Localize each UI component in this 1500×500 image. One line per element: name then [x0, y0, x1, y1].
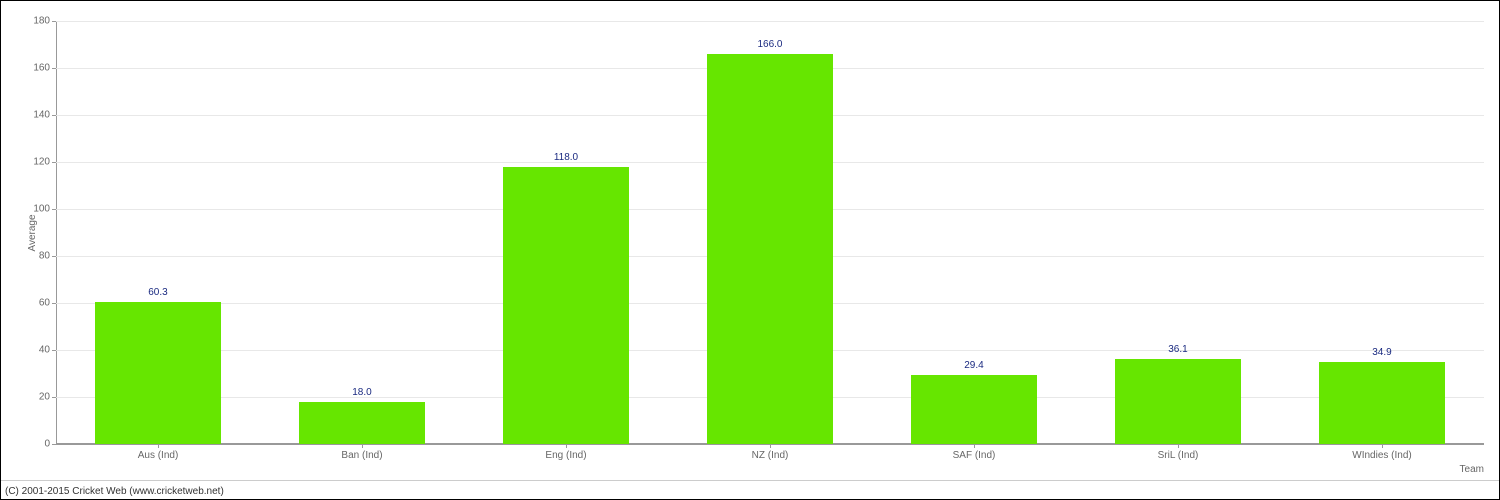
x-tick-label: SriL (Ind)	[1158, 450, 1199, 461]
copyright-text: (C) 2001-2015 Cricket Web (www.cricketwe…	[5, 486, 224, 497]
y-tick-label: 80	[39, 251, 50, 262]
y-tick-label: 40	[39, 345, 50, 356]
gridline	[56, 21, 1484, 22]
x-tick-label: Aus (Ind)	[138, 450, 179, 461]
bar-value-label: 166.0	[757, 39, 782, 50]
chart-container: Average Team 0 20 40 60 80 100 120 140 160 180 60.…	[0, 0, 1500, 500]
y-tick-label: 120	[33, 156, 50, 167]
bar: 29.4	[911, 375, 1037, 444]
y-tick-mark	[52, 162, 56, 163]
bar: 36.1	[1115, 359, 1241, 444]
y-tick-label: 60	[39, 297, 50, 308]
bar-value-label: 18.0	[352, 387, 371, 398]
footer-divider	[1, 480, 1499, 481]
bar-value-label: 118.0	[554, 152, 578, 163]
y-tick-label: 20	[39, 392, 50, 403]
x-tick-mark	[362, 444, 363, 448]
x-axis-title: Team	[1460, 464, 1484, 475]
x-tick-mark	[974, 444, 975, 448]
y-tick-mark	[52, 256, 56, 257]
x-tick-label: Ban (Ind)	[341, 450, 382, 461]
bar-value-label: 60.3	[148, 287, 167, 298]
y-tick-mark	[52, 303, 56, 304]
y-tick-label: 160	[33, 63, 50, 74]
x-tick-label: NZ (Ind)	[752, 450, 789, 461]
bar: 18.0	[299, 402, 425, 444]
bar-value-label: 29.4	[964, 360, 983, 371]
x-tick-label: WIndies (Ind)	[1352, 450, 1411, 461]
y-tick-mark	[52, 397, 56, 398]
bar: 60.3	[95, 302, 221, 444]
y-tick-mark	[52, 115, 56, 116]
y-tick-label: 140	[33, 110, 50, 121]
y-tick-label: 0	[44, 439, 50, 450]
bar: 34.9	[1319, 362, 1445, 444]
y-tick-mark	[52, 350, 56, 351]
x-tick-mark	[1382, 444, 1383, 448]
x-tick-mark	[566, 444, 567, 448]
bar-value-label: 34.9	[1372, 347, 1391, 358]
y-tick-mark	[52, 21, 56, 22]
bar: 166.0	[707, 54, 833, 444]
y-tick-label: 100	[33, 204, 50, 215]
x-tick-label: Eng (Ind)	[545, 450, 586, 461]
bar-value-label: 36.1	[1168, 344, 1187, 355]
y-tick-mark	[52, 444, 56, 445]
bar: 118.0	[503, 167, 629, 444]
plot-area: Average Team 02040608010012014016018060.…	[56, 21, 1484, 444]
y-tick-mark	[52, 209, 56, 210]
x-tick-mark	[1178, 444, 1179, 448]
y-tick-label: 180	[33, 16, 50, 27]
y-tick-mark	[52, 68, 56, 69]
y-axis-title: Average	[27, 214, 38, 251]
y-axis-line	[56, 21, 57, 444]
x-tick-label: SAF (Ind)	[953, 450, 996, 461]
x-tick-mark	[158, 444, 159, 448]
x-tick-mark	[770, 444, 771, 448]
